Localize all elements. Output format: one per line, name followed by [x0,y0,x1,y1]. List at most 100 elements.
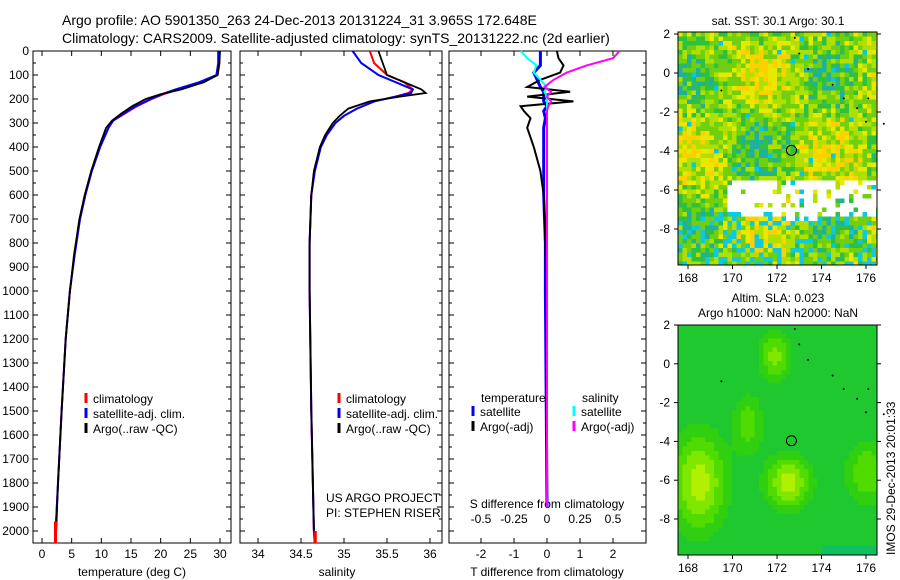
map-cell [696,532,701,537]
map-cell [817,352,823,357]
map-cell [678,496,683,501]
map-cell [682,410,688,416]
map-cell [867,225,872,231]
map-cell [777,239,782,244]
map-cell [844,140,850,145]
map-cell [795,523,800,528]
map-cell [804,63,809,69]
map-cell [867,455,872,461]
map-cell [700,419,706,425]
map-cell [777,496,782,501]
map-cell [727,171,733,177]
map-cell [691,63,697,69]
map-cell [804,451,809,456]
map-cell [817,536,823,542]
legend-s-argo: Argo(-adj) [581,420,634,434]
map-cell [687,406,692,411]
map-cell [808,162,814,168]
map-cell [777,473,782,479]
map-cell [858,162,863,168]
map-cell [678,180,683,186]
map-cell [790,63,796,69]
map-cell [777,491,782,497]
map-cell [763,99,769,105]
map-cell [822,455,827,461]
map-cell [844,406,850,411]
map-cell [727,230,733,235]
map-cell [678,252,683,258]
map-cell [718,401,724,407]
map-cell [727,108,733,114]
map-cell [781,90,787,96]
map-cell [840,545,845,551]
map-cell [714,482,719,488]
map-cell [736,117,742,123]
map-cell [808,361,814,366]
map-cell [709,194,715,199]
map-cell [754,460,760,465]
map-cell [700,185,706,190]
map-cell [844,419,850,425]
map-cell [700,171,706,177]
map-cell [822,334,827,339]
map-cell [678,135,683,141]
map-cell [768,230,773,235]
map-cell [691,356,697,362]
map-cell [754,374,760,380]
map-cell [871,261,877,265]
map-cell [786,45,791,51]
map-cell [853,428,859,434]
map-cell [831,518,836,524]
map-cell [678,95,683,100]
map-cell [768,77,773,82]
map-cell [822,415,827,420]
map-cell [705,194,710,199]
map-cell [709,198,715,204]
map-cell [682,532,688,537]
map-cell [754,334,760,339]
map-cell [786,212,791,217]
map-cell [867,54,872,60]
map-cell [678,221,683,226]
map-cell [745,523,751,528]
map-cell [759,63,764,69]
map-cell [732,221,737,226]
map-cell [763,207,769,213]
map-cell [736,487,742,492]
map-cell [700,212,706,217]
map-cell [709,541,715,546]
map-cell [768,545,773,551]
map-cell [840,194,845,199]
map-cell [822,171,827,177]
map-cell [772,72,778,78]
map-cell [768,239,773,244]
map-cell [714,117,719,123]
map-cell [849,252,854,258]
map-cell [813,185,818,190]
map-cell [826,455,832,461]
map-cell [781,176,787,181]
map-cell [862,509,868,515]
map-cell [849,95,854,100]
map-cell [723,532,728,537]
map-cell [745,158,751,163]
map-cell [826,95,832,100]
map-cell [759,545,764,551]
map-cell [682,221,688,226]
map-cell [862,356,868,362]
map-cell [714,68,719,73]
map-cell [750,500,755,506]
map-cell [700,81,706,87]
map-cell [741,225,746,231]
map-cell [835,54,841,60]
map-cell [781,424,787,429]
map-cell [840,144,845,150]
map-cell [709,523,715,528]
map-cell [799,104,805,109]
map-cell [808,158,814,163]
map-cell [853,248,859,253]
map-cell [732,545,737,551]
map-cell [862,419,868,425]
map-cell [727,207,733,213]
map-cell [687,176,692,181]
